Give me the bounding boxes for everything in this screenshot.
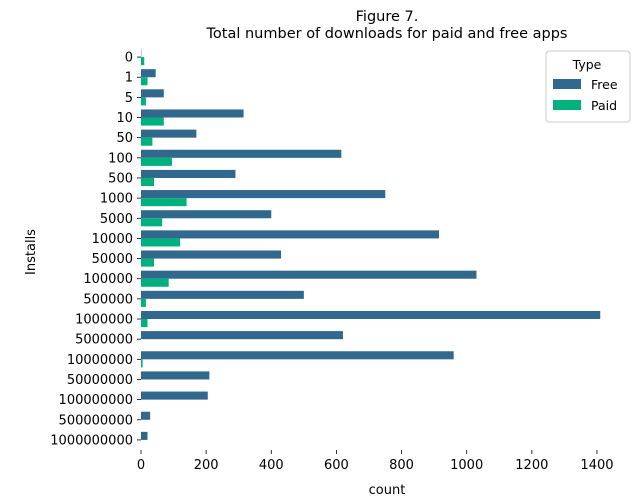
chart-title-line-1: Figure 7. — [356, 9, 419, 25]
bar-free-5000000 — [141, 331, 343, 340]
x-tick-label: 1000 — [450, 458, 483, 473]
bar-paid-50 — [141, 137, 153, 146]
x-tick-label: 600 — [324, 458, 349, 473]
bar-free-1000 — [141, 190, 386, 199]
bar-free-500000000 — [141, 411, 151, 420]
bar-free-1000000000 — [141, 431, 148, 440]
bar-paid-1000 — [141, 198, 187, 207]
bar-paid-0 — [141, 57, 145, 66]
y-tick-label: 50000000 — [67, 373, 133, 388]
bar-free-1 — [141, 69, 156, 78]
y-tick-label: 500000000 — [59, 413, 133, 428]
bar-paid-100 — [141, 157, 172, 166]
bar-paid-5 — [141, 97, 146, 106]
x-tick-label: 200 — [194, 458, 219, 473]
bar-free-500 — [141, 169, 236, 178]
y-tick-label: 100000 — [83, 272, 133, 287]
y-tick-label: 1 — [125, 71, 133, 86]
chart-title-line-2: Total number of downloads for paid and f… — [206, 26, 568, 42]
y-tick-label: 0 — [125, 51, 133, 66]
y-tick-label: 1000000 — [75, 313, 133, 328]
bar-free-5000 — [141, 210, 272, 219]
y-axis-label: Installs — [24, 229, 39, 275]
legend-swatch-free — [553, 79, 581, 89]
x-tick-label: 800 — [389, 458, 414, 473]
y-tick-label: 1000 — [100, 192, 133, 207]
bar-free-500000 — [141, 290, 304, 299]
bar-free-100000000 — [141, 391, 208, 400]
y-tick-label: 5000 — [100, 212, 133, 227]
bar-paid-10000 — [141, 238, 181, 247]
bar-paid-5000 — [141, 218, 163, 227]
y-tick-label: 5 — [125, 91, 133, 106]
y-tick-label: 5000000 — [75, 333, 133, 348]
legend-label-free: Free — [591, 77, 618, 92]
bar-free-100 — [141, 149, 342, 158]
x-tick-label: 400 — [259, 458, 284, 473]
x-axis-label: count — [369, 483, 406, 498]
plot-area — [141, 49, 601, 440]
y-tick-label: 10000000 — [67, 353, 133, 368]
bar-free-100000 — [141, 270, 477, 279]
bar-paid-1000000 — [141, 319, 148, 328]
y-tick-label: 10000 — [92, 232, 133, 247]
legend-swatch-paid — [553, 100, 581, 110]
x-tick-label: 1400 — [580, 458, 613, 473]
bar-free-5 — [141, 89, 164, 98]
bar-free-10000 — [141, 230, 440, 239]
bar-free-1000000 — [141, 310, 601, 320]
bar-paid-50000 — [141, 258, 155, 267]
bar-paid-100000 — [141, 278, 169, 287]
y-tick-label: 100 — [108, 151, 133, 166]
bar-free-50 — [141, 129, 197, 138]
x-axis: 0 200 400 600 800 1000 1200 1400 — [137, 450, 614, 473]
bar-paid-500000 — [141, 298, 146, 307]
bar-free-50000 — [141, 250, 282, 259]
legend: Type Free Paid — [545, 50, 631, 123]
legend-label-paid: Paid — [591, 98, 617, 113]
bar-paid-10000000 — [141, 359, 143, 368]
x-tick-label: 0 — [137, 458, 145, 473]
legend-title: Type — [572, 57, 602, 72]
bar-free-50000000 — [141, 371, 210, 380]
bar-free-10000000 — [141, 351, 454, 360]
bar-free-10 — [141, 109, 244, 118]
y-tick-label: 100000000 — [59, 393, 133, 408]
y-tick-label: 500000 — [83, 292, 133, 307]
bar-paid-1 — [141, 77, 148, 86]
y-tick-label: 50 — [116, 131, 133, 146]
bar-paid-500 — [141, 177, 155, 187]
y-tick-label: 50000 — [92, 252, 133, 267]
bar-paid-10 — [141, 117, 164, 126]
y-axis: 0 1 5 10 50 100 500 1000 5000 10000 50000 100000 500… — [50, 51, 141, 448]
x-tick-label: 1200 — [515, 458, 548, 473]
y-tick-label: 10 — [116, 111, 133, 126]
y-tick-label: 500 — [108, 171, 133, 186]
y-tick-label: 1000000000 — [50, 433, 133, 448]
